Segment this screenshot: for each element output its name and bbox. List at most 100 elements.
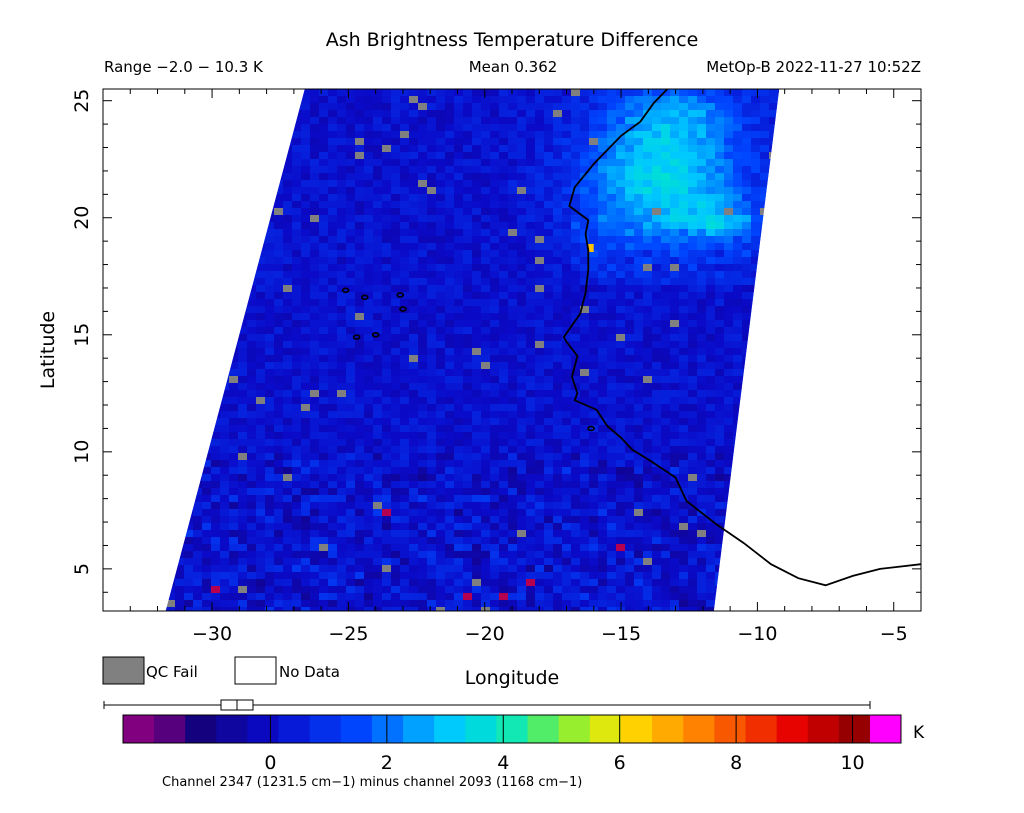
swath-pixel — [265, 229, 274, 236]
swath-pixel — [193, 138, 202, 145]
swath-pixel — [247, 250, 256, 257]
swath-pixel — [688, 376, 697, 383]
swath-pixel — [724, 103, 733, 110]
swath-pixel — [481, 117, 490, 124]
swath-pixel — [103, 369, 112, 376]
swath-pixel — [103, 96, 112, 103]
swath-pixel — [409, 369, 418, 376]
swath-pixel — [283, 201, 292, 208]
swath-pixel — [904, 187, 913, 194]
swath-pixel — [706, 145, 715, 152]
swath-pixel — [400, 180, 409, 187]
swath-pixel — [445, 362, 454, 369]
swath-pixel — [904, 138, 913, 145]
swath-pixel — [265, 166, 274, 173]
swath-pixel — [661, 96, 670, 103]
swath-pixel — [625, 145, 634, 152]
swath-pixel — [589, 194, 598, 201]
swath-pixel — [472, 271, 481, 278]
swath-pixel — [337, 145, 346, 152]
swath-pixel — [382, 250, 391, 257]
swath-pixel — [409, 208, 418, 215]
swath-pixel — [103, 390, 112, 397]
swath-pixel — [391, 418, 400, 425]
swath-pixel — [715, 117, 724, 124]
swath-pixel — [904, 320, 913, 327]
swath-pixel — [760, 264, 769, 271]
swath-pixel — [382, 222, 391, 229]
swath-pixel — [247, 180, 256, 187]
swath-pixel — [688, 383, 697, 390]
swath-pixel — [310, 173, 319, 180]
swath-pixel — [868, 313, 877, 320]
swath-pixel — [859, 460, 868, 467]
swath-pixel — [607, 215, 616, 222]
swath-pixel — [301, 208, 310, 215]
swath-pixel — [823, 208, 832, 215]
swath-pixel — [409, 439, 418, 446]
swath-pixel — [274, 145, 283, 152]
swath-pixel — [607, 348, 616, 355]
swath-pixel — [445, 278, 454, 285]
swath-pixel — [697, 446, 706, 453]
swath-pixel — [544, 110, 553, 117]
swath-pixel — [679, 467, 688, 474]
swath-pixel — [391, 173, 400, 180]
swath-pixel — [679, 152, 688, 159]
swath-pixel — [868, 180, 877, 187]
swath-pixel — [472, 341, 481, 348]
swath-pixel — [562, 397, 571, 404]
swath-pixel — [904, 166, 913, 173]
swath-pixel — [769, 243, 778, 250]
swath-pixel — [598, 341, 607, 348]
swath-pixel — [121, 327, 130, 334]
swath-pixel — [589, 117, 598, 124]
swath-pixel — [490, 313, 499, 320]
swath-pixel — [364, 432, 373, 439]
swath-pixel — [265, 425, 274, 432]
swath-pixel — [184, 369, 193, 376]
swath-pixel — [706, 446, 715, 453]
swath-pixel — [562, 166, 571, 173]
swath-pixel — [787, 446, 796, 453]
swath-pixel — [112, 271, 121, 278]
swath-pixel — [661, 327, 670, 334]
swath-pixel — [445, 397, 454, 404]
swath-pixel — [508, 236, 517, 243]
swath-pixel — [184, 243, 193, 250]
swath-pixel — [112, 334, 121, 341]
swath-pixel — [904, 306, 913, 313]
swath-pixel — [391, 446, 400, 453]
swath-pixel — [706, 341, 715, 348]
swath-pixel — [886, 250, 895, 257]
swath-pixel — [661, 229, 670, 236]
swath-pixel — [220, 348, 229, 355]
swath-pixel — [139, 299, 148, 306]
swath-pixel — [760, 243, 769, 250]
swath-pixel — [229, 159, 238, 166]
swath-pixel — [229, 334, 238, 341]
swath-pixel — [130, 152, 139, 159]
swath-pixel — [445, 138, 454, 145]
swath-pixel — [472, 215, 481, 222]
swath-pixel — [706, 194, 715, 201]
swath-pixel — [652, 173, 661, 180]
swath-pixel — [634, 285, 643, 292]
swath-pixel — [499, 222, 508, 229]
swath-pixel — [256, 159, 265, 166]
swath-pixel — [274, 117, 283, 124]
swath-pixel — [328, 341, 337, 348]
swath-pixel — [382, 103, 391, 110]
swath-pixel — [472, 418, 481, 425]
swath-pixel — [778, 278, 780, 285]
swath-pixel — [148, 117, 157, 124]
swath-pixel — [742, 404, 751, 411]
swath-pixel — [787, 96, 796, 103]
swath-pixel — [103, 208, 112, 215]
swath-pixel — [202, 313, 211, 320]
swath-pixel — [580, 152, 589, 159]
swath-pixel — [607, 124, 616, 131]
swath-pixel — [103, 362, 112, 369]
swath-pixel — [877, 453, 886, 460]
swath-pixel — [436, 250, 445, 257]
